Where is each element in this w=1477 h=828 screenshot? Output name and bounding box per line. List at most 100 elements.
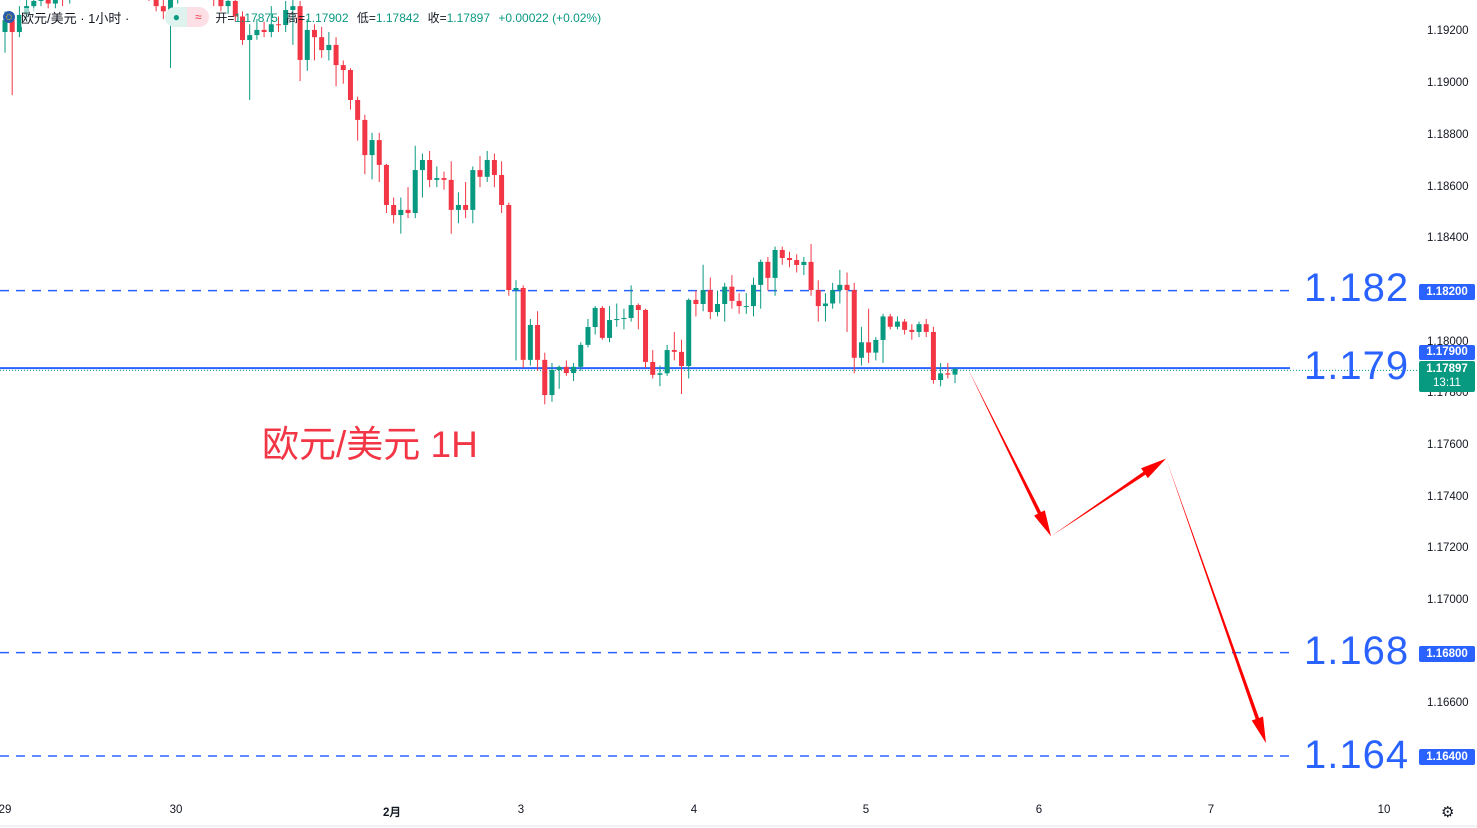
candle [160,0,166,20]
candle [729,275,735,309]
candle [232,0,238,22]
candle-body [347,70,353,101]
candle [815,280,821,322]
candle [930,326,936,384]
candle-body [441,178,447,180]
candle-body [455,204,461,210]
candle [311,24,317,61]
candle-body [844,284,850,291]
candle [470,166,476,224]
candle-body [858,342,864,358]
candle-body [909,329,915,332]
projection-arrow[interactable] [1051,458,1166,537]
level-badge-1182: 1.18200 [1419,284,1475,300]
candle-body [45,0,51,4]
candle-body [326,44,332,51]
candle [275,16,281,32]
candle-body [830,290,836,304]
candle [830,282,836,309]
candle-body [650,361,656,375]
projection-arrow[interactable] [1166,458,1266,744]
symbol-title[interactable]: 欧元/美元 · 1小时 · [21,7,130,27]
candle-body [311,29,317,38]
candle-body [16,14,22,32]
candle-body [240,16,245,41]
candle-body [261,29,267,32]
candle [844,272,850,332]
time-tick: 7 [1207,804,1215,816]
current-price-value: 1.17897 [1426,363,1468,375]
candle [225,0,231,14]
candle [786,251,792,268]
candle-body [448,179,454,210]
settings-gear-icon[interactable]: ⚙ [1441,804,1455,821]
candle [254,19,260,40]
candle-body [319,37,325,51]
candle [599,306,605,340]
candle-body [362,119,368,156]
candle [283,0,289,32]
candle-body [916,324,922,332]
candle [304,19,310,71]
candle-body [283,10,289,26]
projection-arrow[interactable] [968,368,1051,537]
price-tick: 1.17000 [1427,594,1469,606]
chart-annotation[interactable]: 欧元/美元 1H [262,424,478,465]
level-label-1182[interactable]: 1.182 [1304,266,1410,310]
candle-body [585,327,591,345]
candle-body [952,368,958,375]
wave-icon: ≈ [187,7,210,27]
candle-body [614,319,620,321]
candle-body [549,369,555,396]
candle [650,350,656,379]
candle [693,290,699,317]
price-tick: 1.18800 [1427,129,1469,141]
candle [801,256,807,276]
candle [9,13,15,96]
candle [887,313,893,330]
candle-body [477,170,483,177]
open-label: 开= [215,10,235,25]
time-tick: 29 [0,804,12,816]
candle [340,60,346,84]
candle-body [729,286,735,301]
candle-body [693,299,699,305]
candle-body [304,29,310,60]
candle [520,285,526,369]
low-value: 1.17842 [375,10,420,25]
level-label-1168[interactable]: 1.168 [1304,629,1410,673]
candle [412,145,418,219]
candle-body [772,249,778,278]
candle [880,313,886,363]
market-status[interactable]: ● ≈ [165,7,210,27]
candle [794,254,800,273]
candle [707,277,713,320]
candle [16,6,22,38]
candle-body [894,321,900,327]
level-label-1164[interactable]: 1.164 [1304,733,1410,777]
candle [657,365,663,387]
candle-body [491,159,497,175]
level-label-1179[interactable]: 1.179 [1304,344,1410,388]
candle-body [412,170,418,213]
candle [722,282,728,322]
candle [506,202,512,296]
candle [369,132,375,180]
candle [491,153,497,188]
candle-body [722,286,728,305]
low-label: 低= [356,10,376,25]
level-badge-1168: 1.16800 [1419,646,1475,662]
candle-body [297,6,303,60]
candle-body [542,359,548,396]
candle-body [484,159,490,177]
candle-body [391,204,397,216]
candle [556,365,562,389]
price-tick: 1.17600 [1427,439,1469,451]
candle [542,352,548,405]
candle [628,285,634,322]
candle [621,308,627,330]
candle [923,319,929,338]
high-value: 1.17902 [305,10,349,25]
candle [477,156,483,188]
